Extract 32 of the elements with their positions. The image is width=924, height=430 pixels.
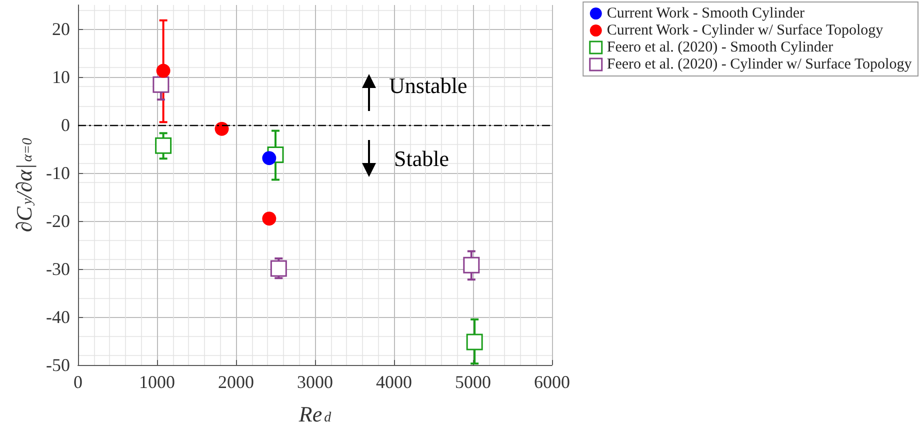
x-tick-label: 4000 [376, 372, 412, 392]
legend-label: Current Work - Cylinder w/ Surface Topology [606, 22, 884, 38]
x-tick-label: 1000 [139, 372, 175, 392]
y-tick-label: 20 [52, 19, 70, 39]
point [156, 64, 170, 78]
point [155, 137, 172, 154]
y-tick-label: -10 [46, 163, 70, 183]
annotation: Stable [394, 146, 449, 172]
x-tick-label: 6000 [534, 372, 570, 392]
x-axis-title: Red [298, 402, 332, 426]
x-tick-label: 2000 [218, 372, 254, 392]
y-tick-label: -50 [46, 355, 70, 375]
legend-label: Current Work - Smooth Cylinder [606, 6, 805, 22]
y-axis-title: ∂Cy/∂α|α=0 [12, 138, 37, 232]
y-tick-label: 10 [52, 67, 70, 87]
point [466, 334, 483, 350]
y-tick-label: -40 [46, 307, 70, 327]
x-tick-label: 3000 [297, 372, 333, 392]
point [270, 260, 287, 277]
point [262, 212, 276, 226]
point [152, 76, 170, 93]
legend-label: Feero et al. (2020) - Smooth Cylinder [606, 40, 834, 56]
point [214, 122, 229, 136]
x-tick-label: 5000 [455, 372, 491, 392]
annotation: Unstable [389, 73, 468, 99]
y-tick-label: 0 [61, 115, 70, 135]
point [262, 151, 276, 166]
point [463, 256, 480, 274]
x-tick-label: 0 [74, 372, 82, 392]
y-tick-label: -20 [46, 211, 70, 231]
legend-label: Feero et al. (2020) - Cylinder w/ Surface Topology [606, 56, 912, 72]
y-tick-label: -30 [46, 259, 70, 279]
